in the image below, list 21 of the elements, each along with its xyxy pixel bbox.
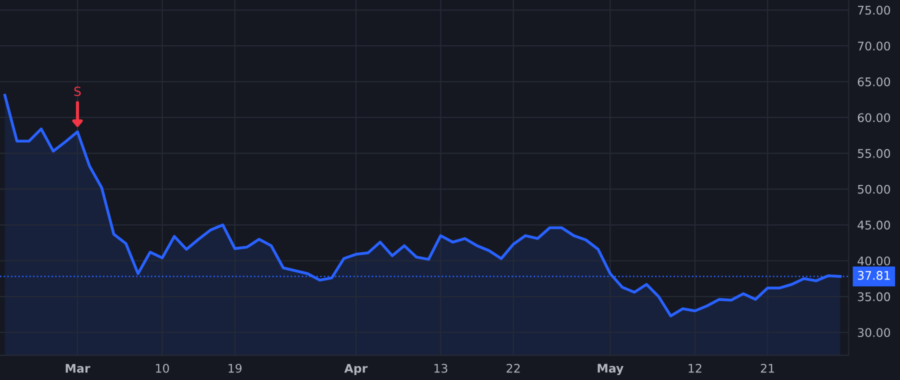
y-tick-label: 35.00 — [858, 292, 890, 302]
x-tick-label: 12 — [688, 364, 702, 373]
x-tick-label: Mar — [66, 364, 90, 373]
y-tick-label: 75.00 — [858, 6, 890, 15]
x-tick-label: 13 — [434, 364, 448, 373]
y-tick-label: 40.00 — [858, 256, 890, 266]
y-tick-label: 50.00 — [858, 184, 890, 194]
x-tick-label: 19 — [228, 364, 242, 373]
x-tick-label: 22 — [506, 364, 520, 373]
y-tick-label: 55.00 — [858, 149, 890, 158]
annotation: S — [74, 86, 81, 96]
x-tick-label: May — [598, 364, 624, 376]
y-tick-label: 30.00 — [858, 328, 890, 338]
y-tick-label: 70.00 — [858, 42, 890, 50]
ref-line-label: 37.81 — [858, 270, 890, 280]
y-tick-label: 60.00 — [858, 113, 890, 122]
x-tick-label: 21 — [760, 364, 774, 373]
x-tick-label: Apr — [344, 364, 368, 376]
y-tick-label: 65.00 — [858, 77, 890, 86]
y-tick-label: 45.00 — [858, 220, 890, 230]
x-tick-label: 10 — [156, 364, 169, 373]
